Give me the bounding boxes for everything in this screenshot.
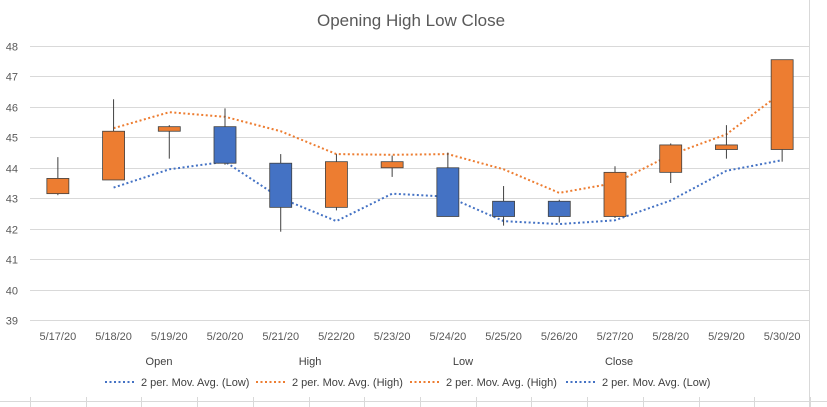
legend-label: 2 per. Mov. Avg. (High) xyxy=(292,377,403,389)
candle xyxy=(102,99,125,181)
candle-body-up xyxy=(603,171,627,217)
candle-body-down xyxy=(492,200,515,217)
candle xyxy=(157,125,181,159)
x-tick-label: 5/20/20 xyxy=(207,331,244,343)
y-tick-label: 46 xyxy=(6,103,18,115)
x-tick-label: 5/17/20 xyxy=(40,331,77,343)
x-tick-label: 5/26/20 xyxy=(541,331,578,343)
x-tick-label: 5/18/20 xyxy=(95,331,132,343)
x-tick-label: 5/30/20 xyxy=(764,331,801,343)
legend-label: 2 per. Mov. Avg. (Low) xyxy=(602,377,710,389)
candle xyxy=(659,143,683,183)
candle-body-down xyxy=(269,162,293,208)
legend-item: 2 per. Mov. Avg. (Low) xyxy=(105,377,249,389)
moving-average-low xyxy=(113,159,783,226)
category-label-open: Open xyxy=(146,356,173,368)
candle xyxy=(380,155,404,177)
chart-title: Opening High Low Close xyxy=(317,11,505,30)
candle-body-up xyxy=(46,178,70,195)
candle-body-up xyxy=(157,126,181,132)
candle xyxy=(603,166,627,219)
candle-body-down xyxy=(547,200,571,217)
legend-item: 2 per. Mov. Avg. (High) xyxy=(256,377,403,389)
candle-body-down xyxy=(213,126,237,164)
candle-body-up xyxy=(770,59,794,150)
candle-body-up xyxy=(380,161,404,169)
x-tick-label: 5/22/20 xyxy=(318,331,355,343)
y-tick-label: 43 xyxy=(6,194,18,206)
candle xyxy=(436,152,460,217)
candle-body-up xyxy=(659,144,683,173)
category-label-close: Close xyxy=(605,356,633,368)
candle xyxy=(46,157,70,196)
x-tick-label: 5/25/20 xyxy=(485,331,522,343)
category-label-high: High xyxy=(299,356,322,368)
candle-body-up xyxy=(325,161,348,208)
y-tick-label: 40 xyxy=(6,286,18,298)
y-tick-label: 44 xyxy=(6,164,18,176)
legend-item: 2 per. Mov. Avg. (Low) xyxy=(566,377,710,389)
candle xyxy=(213,108,237,165)
gridlines xyxy=(30,46,810,321)
y-tick-label: 48 xyxy=(6,42,18,54)
legend-label: 2 per. Mov. Avg. (Low) xyxy=(141,377,249,389)
candle xyxy=(492,186,515,226)
candle xyxy=(715,125,738,159)
x-tick-label: 5/21/20 xyxy=(262,331,299,343)
y-tick-label: 45 xyxy=(6,133,18,145)
candle-body-up xyxy=(102,130,125,181)
candle xyxy=(325,154,348,211)
x-tick-label: 5/28/20 xyxy=(652,331,689,343)
candle-body-down xyxy=(436,167,460,217)
legend-item: 2 per. Mov. Avg. (High) xyxy=(410,377,557,389)
category-label-low: Low xyxy=(453,356,473,368)
candle-body-up xyxy=(715,144,738,150)
y-axis-ticks: 39 40 41 42 43 44 45 46 47 48 xyxy=(6,42,18,328)
candle xyxy=(770,59,794,162)
x-tick-label: 5/29/20 xyxy=(708,331,745,343)
legend-label: 2 per. Mov. Avg. (High) xyxy=(446,377,557,389)
x-tick-label: 5/27/20 xyxy=(597,331,634,343)
y-tick-label: 39 xyxy=(6,316,18,328)
category-labels: Open High Low Close xyxy=(146,356,634,368)
legend: 2 per. Mov. Avg. (Low) 2 per. Mov. Avg. (… xyxy=(105,377,710,389)
candle xyxy=(547,199,571,223)
x-axis-ticks: 5/17/20 5/18/20 5/19/20 5/20/20 5/21/20 5/22/… xyxy=(30,331,811,407)
candle xyxy=(269,154,293,232)
y-tick-label: 41 xyxy=(6,255,18,267)
x-tick-label: 5/23/20 xyxy=(374,331,411,343)
x-tick-label: 5/24/20 xyxy=(430,331,467,343)
x-tick-label: 5/19/20 xyxy=(151,331,188,343)
y-tick-label: 47 xyxy=(6,72,18,84)
y-tick-label: 42 xyxy=(6,225,18,237)
candles xyxy=(46,59,794,232)
